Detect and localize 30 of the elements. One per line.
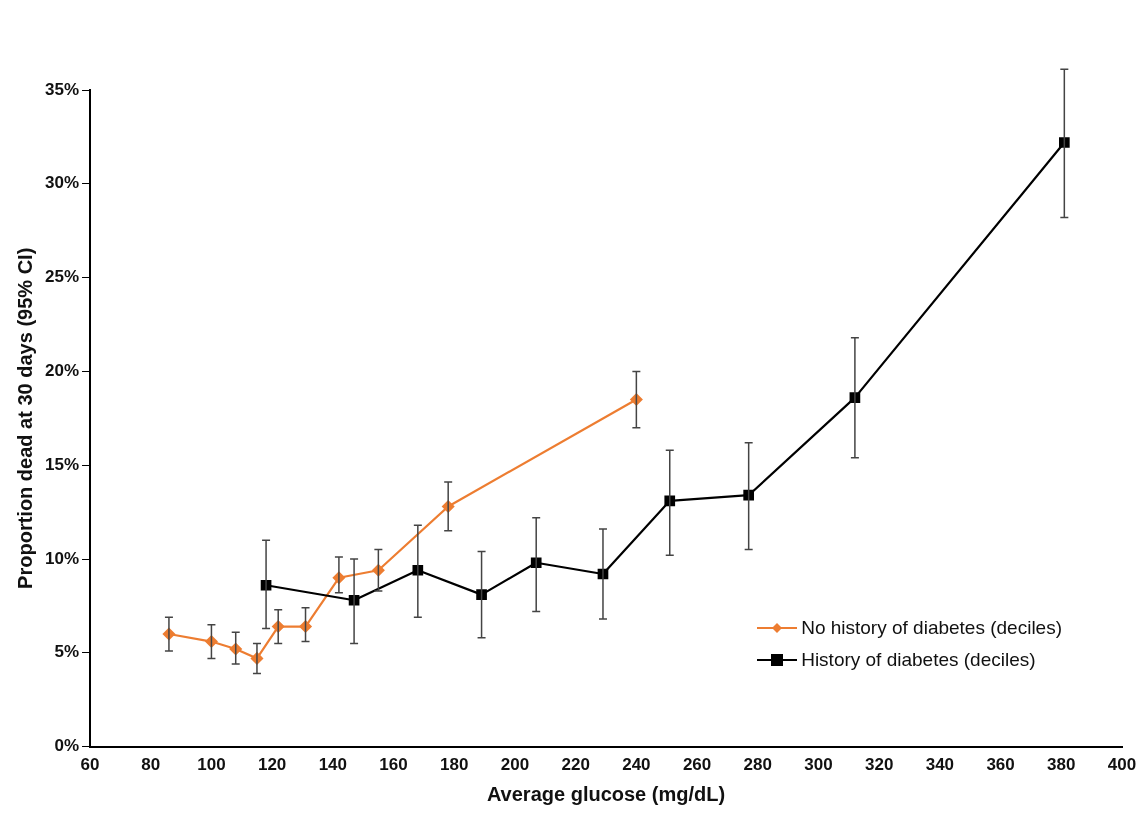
- y-tick-label: 20%: [44, 361, 80, 381]
- y-tick-label: 25%: [44, 267, 80, 287]
- x-tick-label: 240: [622, 755, 651, 775]
- x-tick-label: 200: [500, 755, 530, 775]
- x-tick-label: 120: [257, 755, 287, 775]
- x-tick-label: 60: [80, 755, 100, 775]
- x-tick-label: 180: [440, 755, 469, 775]
- x-tick-label: 140: [318, 755, 348, 775]
- y-tick-label: 0%: [54, 736, 80, 756]
- y-tick-label: 15%: [44, 454, 80, 474]
- x-tick-label: 220: [561, 755, 590, 775]
- x-tick-label: 160: [379, 755, 408, 775]
- legend-label: History of diabetes (deciles): [801, 648, 1036, 671]
- y-axis-title: Proportion dead at 30 days (95% CI): [13, 247, 36, 589]
- legend-label: No history of diabetes (deciles): [801, 616, 1062, 639]
- x-tick-label: 280: [743, 755, 772, 775]
- x-tick-label: 380: [1047, 755, 1076, 775]
- x-tick-label: 320: [864, 755, 894, 775]
- y-tick-label: 35%: [44, 79, 80, 99]
- x-tick-label: 80: [141, 755, 161, 775]
- y-tick-label: 5%: [54, 642, 80, 662]
- x-tick-label: 300: [804, 755, 833, 775]
- x-tick-label: 260: [682, 755, 712, 775]
- x-tick-label: 100: [197, 755, 226, 775]
- x-tick-label: 340: [925, 755, 955, 775]
- x-tick-label: 360: [986, 755, 1015, 775]
- x-tick-label: 400: [1107, 755, 1137, 775]
- y-tick-label: 30%: [44, 173, 80, 193]
- x-axis-title: Average glucose (mg/dL): [486, 782, 726, 805]
- y-tick-label: 10%: [44, 548, 80, 568]
